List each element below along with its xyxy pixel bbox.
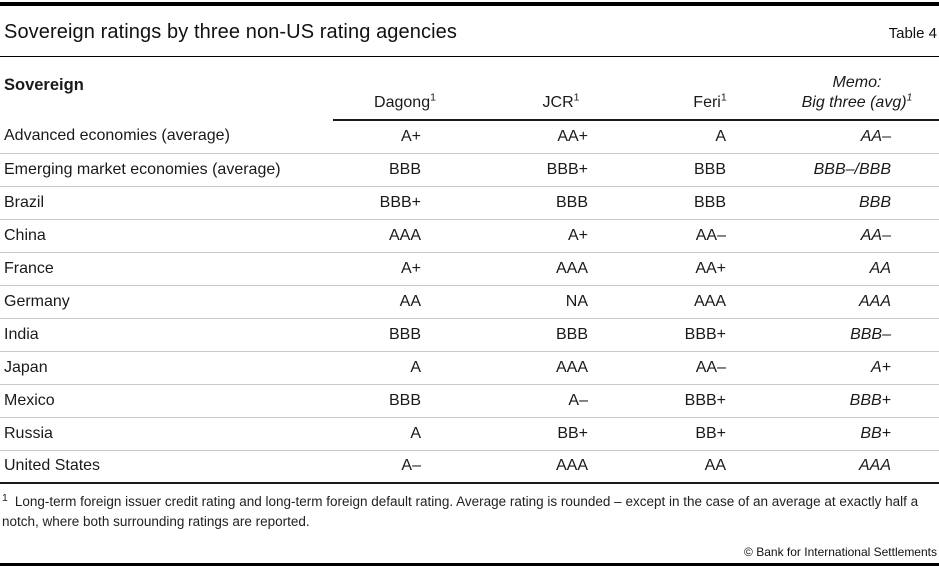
sovereign-cell: Russia	[0, 417, 333, 451]
jcr-rating-cell: AAA	[477, 351, 645, 385]
big-three-rating-cell: BBB–/BBB	[775, 153, 939, 187]
ratings-table-header: Sovereign Dagong1 JCR1 Feri1 Memo: Big t…	[0, 57, 939, 121]
big-three-rating-cell: AA	[775, 252, 939, 286]
feri-rating-cell: AAA	[645, 285, 775, 319]
sovereign-cell: United States	[0, 450, 333, 484]
big-three-rating-cell: AAA	[775, 450, 939, 484]
footnote-ref-icon: 1	[573, 91, 580, 104]
sovereign-cell: China	[0, 219, 333, 253]
footnote-ref-icon: 1	[906, 91, 913, 104]
dagong-rating-cell: AA	[333, 285, 477, 319]
dagong-rating-cell: AAA	[333, 219, 477, 253]
column-header-feri: Feri1	[645, 57, 775, 121]
table-row: Brazil BBB+ BBB BBB BBB	[0, 186, 939, 220]
footnote-ref-icon: 1	[430, 91, 436, 104]
big-three-rating-cell: AAA	[775, 285, 939, 319]
feri-rating-cell: BBB+	[645, 384, 775, 418]
dagong-rating-cell: BBB	[333, 153, 477, 187]
table-row: Japan A AAA AA– A+	[0, 351, 939, 385]
sovereign-cell: France	[0, 252, 333, 286]
table-row: Advanced economies (average) A+ AA+ A AA…	[0, 120, 939, 154]
big-three-rating-cell: BBB–	[775, 318, 939, 352]
table-row: India BBB BBB BBB+ BBB–	[0, 318, 939, 352]
ratings-table-body: Advanced economies (average) A+ AA+ A AA…	[0, 120, 939, 484]
dagong-rating-cell: A	[333, 417, 477, 451]
sovereign-cell: Germany	[0, 285, 333, 319]
footnote-text: Long-term foreign issuer credit rating a…	[2, 494, 919, 529]
jcr-rating-cell: A–	[477, 384, 645, 418]
table-row: United States A– AAA AA AAA	[0, 450, 939, 484]
big-three-rating-cell: AA–	[775, 120, 939, 154]
jcr-rating-cell: AA+	[477, 120, 645, 154]
feri-rating-cell: A	[645, 120, 775, 154]
feri-rating-cell: BBB	[645, 186, 775, 220]
jcr-rating-cell: BBB+	[477, 153, 645, 187]
feri-rating-cell: AA+	[645, 252, 775, 286]
memo-label: Memo:	[832, 74, 882, 91]
big-three-rating-cell: A+	[775, 351, 939, 385]
jcr-rating-cell: BB+	[477, 417, 645, 451]
sovereign-cell: Emerging market economies (average)	[0, 153, 333, 187]
copyright-notice: © Bank for International Settlements	[744, 545, 937, 559]
dagong-rating-cell: A+	[333, 120, 477, 154]
table-row: Russia A BB+ BB+ BB+	[0, 417, 939, 451]
footnote: 1 Long-term foreign issuer credit rating …	[0, 484, 930, 532]
title-row: Sovereign ratings by three non-US rating…	[0, 6, 939, 56]
feri-rating-cell: BBB+	[645, 318, 775, 352]
footnote-marker: 1	[2, 491, 8, 504]
table-title: Sovereign ratings by three non-US rating…	[4, 21, 457, 43]
big-three-rating-cell: BBB	[775, 186, 939, 220]
jcr-rating-cell: BBB	[477, 318, 645, 352]
dagong-rating-cell: BBB+	[333, 186, 477, 220]
dagong-rating-cell: BBB	[333, 318, 477, 352]
sovereign-cell: Japan	[0, 351, 333, 385]
dagong-rating-cell: A–	[333, 450, 477, 484]
table-row: Emerging market economies (average) BBB …	[0, 153, 939, 187]
jcr-rating-cell: BBB	[477, 186, 645, 220]
dagong-rating-cell: A	[333, 351, 477, 385]
jcr-rating-cell: AAA	[477, 252, 645, 286]
table-row: Germany AA NA AAA AAA	[0, 285, 939, 319]
column-header-dagong: Dagong1	[333, 57, 477, 121]
column-header-sovereign: Sovereign	[4, 75, 84, 94]
column-header-jcr: JCR1	[477, 57, 645, 121]
jcr-rating-cell: AAA	[477, 450, 645, 484]
feri-rating-cell: AA–	[645, 219, 775, 253]
sovereign-cell: India	[0, 318, 333, 352]
title-divider	[0, 56, 939, 57]
table-row: China AAA A+ AA– AA–	[0, 219, 939, 253]
jcr-rating-cell: NA	[477, 285, 645, 319]
feri-rating-cell: AA	[645, 450, 775, 484]
sovereign-cell: Mexico	[0, 384, 333, 418]
dagong-rating-cell: A+	[333, 252, 477, 286]
ratings-table: Sovereign Dagong1 JCR1 Feri1 Memo: Big t…	[0, 57, 939, 484]
sovereign-cell: Advanced economies (average)	[0, 120, 333, 154]
sovereign-cell: Brazil	[0, 186, 333, 220]
big-three-rating-cell: BB+	[775, 417, 939, 451]
footnote-ref-icon: 1	[720, 91, 727, 104]
feri-rating-cell: BB+	[645, 417, 775, 451]
top-rule	[0, 2, 939, 6]
feri-rating-cell: BBB	[645, 153, 775, 187]
dagong-rating-cell: BBB	[333, 384, 477, 418]
table-row: Mexico BBB A– BBB+ BBB+	[0, 384, 939, 418]
bottom-rule	[0, 563, 939, 566]
big-three-rating-cell: AA–	[775, 219, 939, 253]
feri-rating-cell: AA–	[645, 351, 775, 385]
column-header-big-three: Memo: Big three (avg)1	[775, 57, 939, 121]
jcr-rating-cell: A+	[477, 219, 645, 253]
table-number: Table 4	[888, 25, 937, 42]
table-row: France A+ AAA AA+ AA	[0, 252, 939, 286]
big-three-rating-cell: BBB+	[775, 384, 939, 418]
